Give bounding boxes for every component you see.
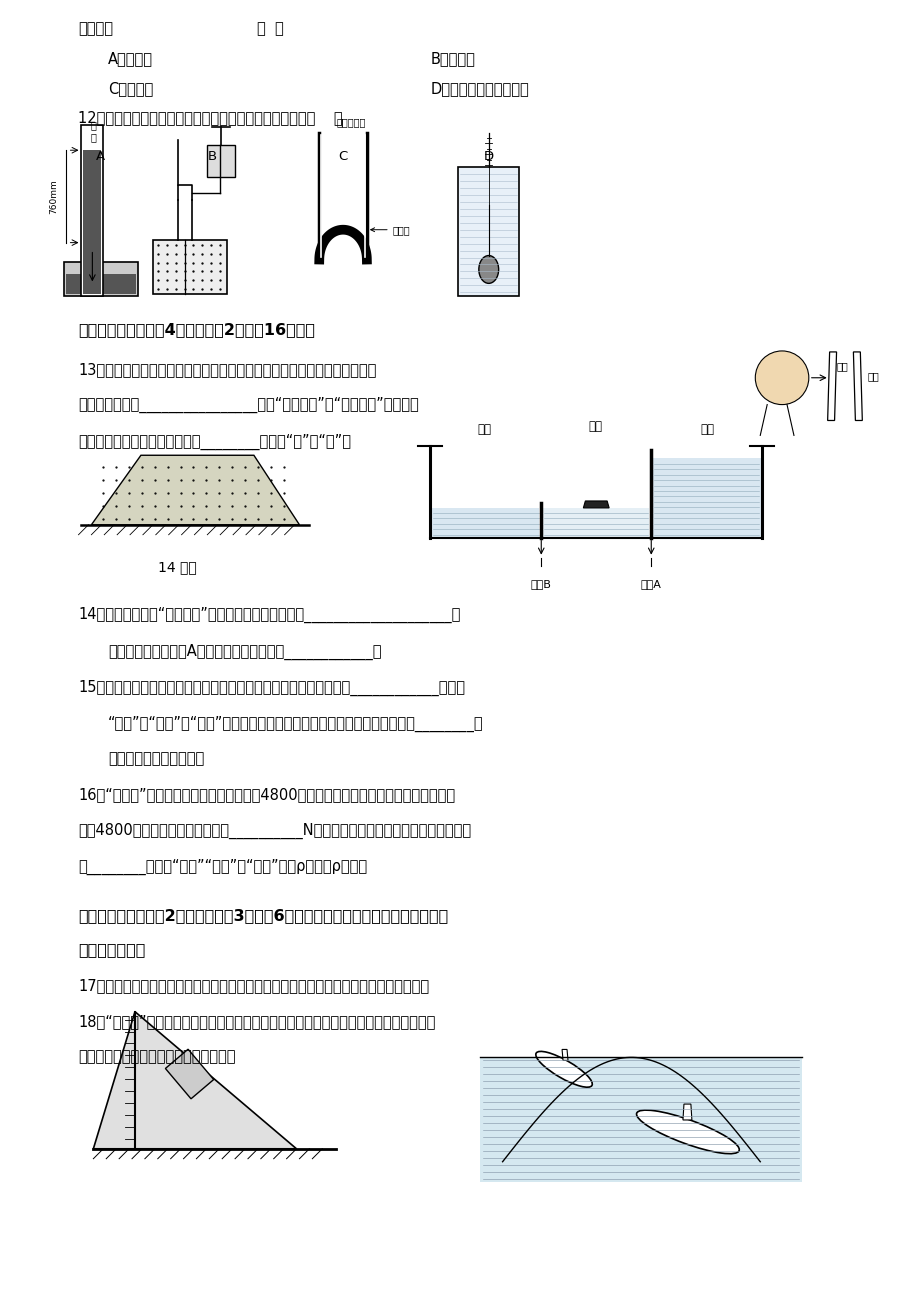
Polygon shape [827,352,835,421]
Text: 量是4800吨，此时舰所受的浮力是__________N。当驱逐舰从海洋驶入长江时，所受的浮: 量是4800吨，此时舰所受的浮力是__________N。当驱逐舰从海洋驶入长江… [78,823,471,838]
Text: 右图船闸中，仅阀门A打开，上游和闸室组成____________。: 右图船闸中，仅阀门A打开，上游和闸室组成____________。 [108,644,381,660]
Text: 下游: 下游 [477,423,492,436]
Bar [82,125,103,297]
Text: 因是吹气时，中间气流快，压强________。（填“大”、“小”）: 因是吹气时，中间气流快，压强________。（填“大”、“小”） [78,434,351,449]
Text: 空心玻璃管: 空心玻璃管 [336,117,365,128]
Text: 发现两张纸将向________________（填“中间靠拢”，“两边分开”），其原: 发现两张纸将向________________（填“中间靠拢”，“两边分开”），… [78,397,419,413]
Polygon shape [682,1104,691,1120]
Text: 上游: 上游 [700,423,714,436]
Text: 空: 空 [90,133,96,142]
Text: 速上浮过程中所受重力和浮力的示意图．: 速上浮过程中所受重力和浮力的示意图． [78,1049,236,1065]
Bar [84,150,101,294]
Text: D: D [483,150,494,163]
Bar [65,275,136,294]
Text: （  ）: （ ） [256,21,283,36]
Bar [542,508,649,538]
Text: C: C [338,150,347,163]
Ellipse shape [478,255,498,284]
Text: “大于”、“小于”、“等于”）汽车所受的阻力。快速行驶的汽车刹车后，由于________，: “大于”、“小于”、“等于”）汽车所受的阻力。快速行驶的汽车刹车后，由于____… [108,716,483,732]
Text: 13．当我们将两张纸竖直放置，并让它们自然下垂，然后向两纸间吹气，会: 13．当我们将两张纸竖直放置，并让它们自然下垂，然后向两纸间吹气，会 [78,362,377,376]
Polygon shape [165,1049,213,1099]
Bar [153,240,227,294]
Text: 15．一个男孩用水平力推停在地面上的汽车，没能推动，则这时推力____________（选填: 15．一个男孩用水平力推停在地面上的汽车，没能推动，则这时推力_________… [78,680,465,697]
Ellipse shape [636,1111,739,1154]
Text: C．一样大: C．一样大 [108,81,153,95]
Text: 三、作图题（本大题2小题，每小题3分，兲6分．请在答题卡上用鲁笔作图，确定后: 三、作图题（本大题2小题，每小题3分，兲6分．请在答题卡上用鲁笔作图，确定后 [78,909,448,923]
Text: 用黑笔填黑．）: 用黑笔填黑．） [78,943,146,957]
Text: 力________（选填“变大”“变小”或“不变”）（ρ海水＞ρ江水）: 力________（选填“变大”“变小”或“不变”）（ρ海水＞ρ江水） [78,858,368,875]
Text: 16．“青岛号”导弹驱逐舰满载时的排水量是4800吨，表示它浮在海平面上，排开的海水质: 16．“青岛号”导弹驱逐舰满载时的排水量是4800吨，表示它浮在海平面上，排开的… [78,788,455,802]
Text: B: B [208,150,217,163]
Text: 12．如图所示各实验中，用来探究液体内部压强实验的是（    ）: 12．如图所示各实验中，用来探究液体内部压强实验的是（ ） [78,111,343,125]
Bar [432,508,539,538]
Text: 气流: 气流 [835,361,847,371]
Bar [63,262,138,297]
Text: A．甲最大: A．甲最大 [108,51,153,66]
Text: D．条件不足，无法判断: D．条件不足，无法判断 [430,81,528,95]
Bar [480,1057,801,1182]
Text: 还会继续前进一段距离。: 还会继续前进一段距离。 [108,751,204,767]
Text: 闸室: 闸室 [588,421,602,434]
Polygon shape [562,1049,567,1060]
Text: 阀门A: 阀门A [641,579,661,590]
Text: A: A [96,150,105,163]
Polygon shape [93,1012,296,1148]
Text: 14．拦河大块修成“上窄下宽”的形状是因为液体的压强____________________；: 14．拦河大块修成“上窄下宽”的形状是因为液体的压强______________… [78,607,460,624]
Text: B．丙最大: B．丙最大 [430,51,474,66]
Polygon shape [91,456,300,525]
Text: 17．如下左图所示，物体静止在斜面上，画出它所受重力和物体对斜面的压力的示意图。: 17．如下左图所示，物体静止在斜面上，画出它所受重力和物体对斜面的压力的示意图。 [78,978,429,993]
Text: 阀门B: 阀门B [530,579,551,590]
Text: 正确的是: 正确的是 [78,21,113,36]
Circle shape [754,352,808,405]
Text: 18．“远征号”潜水艦在东海执行完任务后返回到长江某基地，请在下右图中画出潜水艦加: 18．“远征号”潜水艦在东海执行完任务后返回到长江某基地，请在下右图中画出潜水艦… [78,1014,436,1029]
Text: 纸片: 纸片 [867,371,878,380]
Ellipse shape [535,1052,592,1087]
Bar [207,146,234,177]
Text: 二、填空题（本大题4小题，每癲2分，入16分．）: 二、填空题（本大题4小题，每癲2分，入16分．） [78,322,315,337]
Text: 14 题图: 14 题图 [157,561,197,574]
Text: 橡皮管: 橡皮管 [370,225,410,234]
Text: 真: 真 [90,120,96,130]
Bar [652,458,762,538]
Bar [458,167,519,297]
Polygon shape [583,501,608,508]
Polygon shape [853,352,861,421]
Text: 760mm: 760mm [49,180,58,215]
